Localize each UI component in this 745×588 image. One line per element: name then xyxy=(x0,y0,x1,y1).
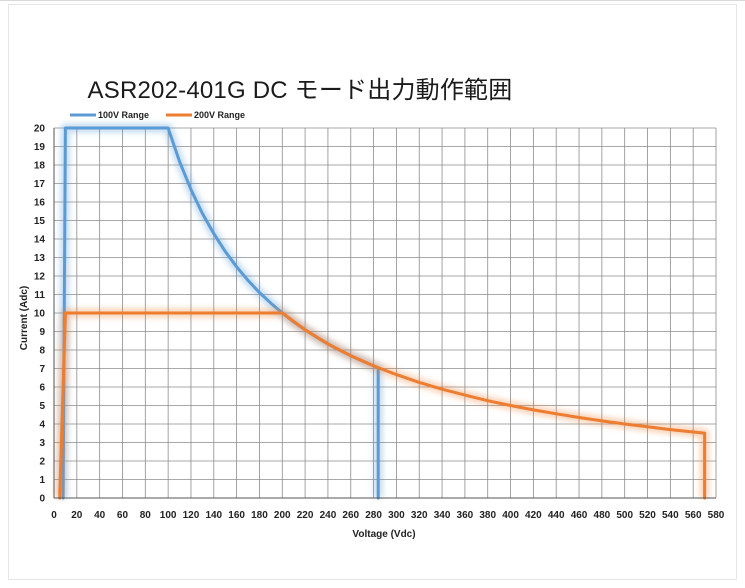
legend-label-100v: 100V Range xyxy=(98,110,149,120)
legend: 100V Range 200V Range xyxy=(70,110,245,120)
y-tick-label: 8 xyxy=(39,346,45,357)
x-tick-label: 160 xyxy=(228,510,245,521)
y-tick-label: 13 xyxy=(34,253,46,264)
x-tick-label: 380 xyxy=(479,510,496,521)
y-tick-label: 1 xyxy=(39,475,45,486)
y-tick-label: 17 xyxy=(34,179,46,190)
x-tick-label: 100 xyxy=(160,510,177,521)
x-tick-label: 0 xyxy=(51,510,57,521)
legend-label-200v: 200V Range xyxy=(194,110,245,120)
chart-frame xyxy=(8,4,737,580)
y-tick-label: 11 xyxy=(34,290,45,301)
y-tick-label: 19 xyxy=(34,142,46,153)
axes xyxy=(53,128,716,499)
y-axis-label: Current (Adc) xyxy=(19,286,30,350)
series-group xyxy=(55,123,710,500)
x-tick-label: 460 xyxy=(571,510,588,521)
x-tick-label: 520 xyxy=(639,510,656,521)
x-tick-label: 300 xyxy=(388,510,405,521)
x-tick-label: 200 xyxy=(274,510,291,521)
x-tick-label: 60 xyxy=(117,510,129,521)
y-tick-label: 5 xyxy=(39,401,45,412)
y-tick-label: 7 xyxy=(39,364,45,375)
x-tick-label: 400 xyxy=(502,510,519,521)
x-tick-label: 260 xyxy=(342,510,359,521)
x-tick-label: 480 xyxy=(594,510,611,521)
y-tick-label: 14 xyxy=(34,235,46,246)
y-tick-label: 2 xyxy=(39,457,45,468)
chart-title: ASR202-401G DC モード出力動作範囲 xyxy=(87,77,513,104)
y-tick-label: 4 xyxy=(39,420,45,431)
x-tick-label: 420 xyxy=(525,510,542,521)
y-tick-label: 20 xyxy=(34,124,46,135)
x-tick-label: 20 xyxy=(71,510,83,521)
x-axis-label: Voltage (Vdc) xyxy=(352,529,415,540)
series-line-200v xyxy=(58,311,707,500)
y-tick-label: 10 xyxy=(34,309,46,320)
x-tick-label: 340 xyxy=(434,510,451,521)
x-tick-label: 580 xyxy=(708,510,725,521)
x-tick-label: 40 xyxy=(94,510,106,521)
y-tick-label: 6 xyxy=(39,383,45,394)
top-rule xyxy=(0,0,745,1)
x-tick-label: 80 xyxy=(140,510,152,521)
y-tick-label: 16 xyxy=(34,198,46,209)
x-tick-label: 360 xyxy=(457,510,474,521)
x-tick-label: 140 xyxy=(205,510,222,521)
x-tick-label: 440 xyxy=(548,510,565,521)
x-tick-label: 280 xyxy=(365,510,382,521)
x-tick-label: 560 xyxy=(685,510,702,521)
y-tick-label: 3 xyxy=(39,438,45,449)
y-tick-label: 12 xyxy=(34,272,46,283)
x-tick-label: 240 xyxy=(320,510,337,521)
x-tick-label: 220 xyxy=(297,510,314,521)
x-tick-label: 320 xyxy=(411,510,428,521)
y-tick-label: 0 xyxy=(39,494,45,505)
x-tick-label: 500 xyxy=(616,510,633,521)
y-tick-label: 9 xyxy=(39,327,45,338)
y-tick-label: 18 xyxy=(34,161,46,172)
x-tick-label: 540 xyxy=(662,510,679,521)
x-tick-label: 120 xyxy=(183,510,200,521)
y-tick-label: 15 xyxy=(34,216,46,227)
x-tick-label: 180 xyxy=(251,510,268,521)
